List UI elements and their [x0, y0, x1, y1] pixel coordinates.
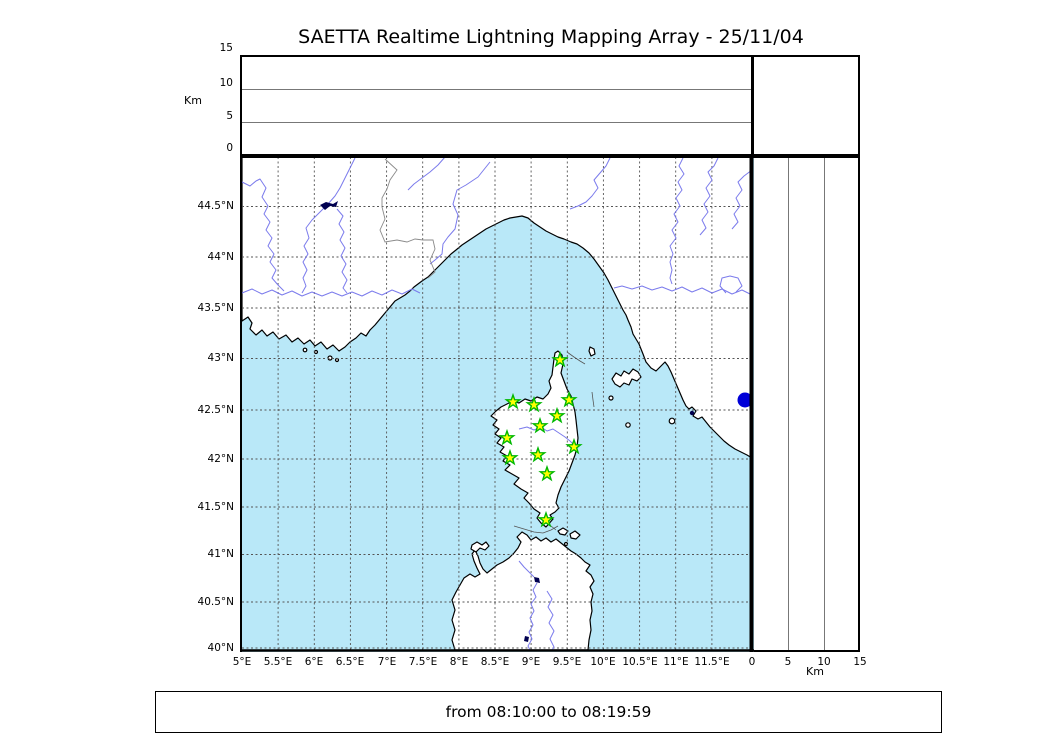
altitude-gridline-5km: [242, 122, 752, 123]
altitude-latitude-panel: [753, 155, 860, 652]
altitude-gridline-5km-vert: [788, 158, 789, 650]
lon-tick-8-5: 8.5°E: [480, 656, 510, 668]
lakes: [320, 201, 695, 642]
lat-tick-41: 41°N: [207, 548, 234, 560]
pianosa-island: [625, 422, 631, 428]
altitude-gridline-10km-vert: [824, 158, 825, 650]
hyeres-islet-1: [302, 347, 308, 353]
altitude-axis-label-top: Km: [184, 94, 202, 107]
corner-panel: [751, 55, 860, 157]
lake-serre-poncon: [320, 201, 338, 210]
lat-tick-42: 42°N: [207, 453, 234, 465]
latlon-grid: [242, 157, 752, 650]
lon-tick-5-5: 5.5°E: [263, 656, 293, 668]
hyeres-islet-3: [327, 355, 333, 361]
hyeres-islet-4: [334, 357, 340, 363]
maddalena-island-2: [569, 530, 581, 540]
lon-tick-7: 7°E: [377, 656, 397, 668]
lon-tick-10: 10°E: [590, 656, 616, 668]
altitude-tick-0: 0: [226, 142, 233, 154]
map-frame: [240, 155, 754, 652]
altitude-longitude-panel: [240, 55, 754, 157]
lon-tick-11: 11°E: [663, 656, 689, 668]
lon-tick-11-5: 11.5°E: [694, 656, 730, 668]
maddalena-island-1: [557, 527, 569, 536]
lat-tick-44-5: 44.5°N: [197, 200, 234, 212]
mainland-coast-france-italy: [241, 156, 753, 459]
capraia-island: [588, 346, 596, 357]
lon-tick-5: 5°E: [232, 656, 252, 668]
lat-tick-44: 44°N: [207, 251, 234, 263]
time-range-box: from 08:10:00 to 08:19:59: [155, 691, 942, 733]
right-km-tick-0: 0: [748, 656, 756, 668]
lat-tick-43: 43°N: [207, 352, 234, 364]
landmasses: [241, 156, 753, 651]
lat-tick-42-5: 42.5°N: [197, 404, 234, 416]
lake-sardinia-2: [524, 636, 529, 642]
lon-tick-9-5: 9.5°E: [552, 656, 582, 668]
lake-bolsena: [737, 392, 753, 408]
montecristo-island: [668, 417, 676, 425]
lake-sardinia-1: [534, 577, 540, 583]
lon-tick-7-5: 7.5°E: [408, 656, 438, 668]
altitude-tick-15: 15: [219, 42, 233, 54]
altitude-tick-10: 10: [219, 77, 233, 89]
altitude-gridline-10km: [242, 89, 752, 90]
lat-tick-40: 40°N: [207, 642, 234, 654]
country-border-france-italy: [379, 158, 436, 279]
asinara-island: [470, 541, 490, 553]
lagoon-orbetello: [689, 410, 695, 416]
altitude-tick-5: 5: [226, 110, 233, 122]
gorgona-island: [608, 395, 614, 401]
lat-tick-43-5: 43.5°N: [197, 302, 234, 314]
right-km-tick-10: 10: [817, 656, 831, 668]
corsica-island: [490, 350, 579, 528]
lon-tick-6: 6°E: [304, 656, 324, 668]
rivers: [241, 156, 753, 651]
figure-title: SAETTA Realtime Lightning Mapping Array …: [298, 26, 804, 48]
altitude-axis-label-right: Km: [806, 665, 824, 678]
lat-tick-41-5: 41.5°N: [197, 501, 234, 513]
lat-tick-40-5: 40.5°N: [197, 596, 234, 608]
elba-island: [611, 368, 642, 388]
lon-tick-8: 8°E: [449, 656, 469, 668]
map-panel: [240, 155, 754, 652]
lon-tick-10-5: 10.5°E: [622, 656, 658, 668]
lon-tick-6-5: 6.5°E: [335, 656, 365, 668]
sardinia-island: [451, 531, 595, 651]
lon-tick-9: 9°E: [521, 656, 541, 668]
time-range-text: from 08:10:00 to 08:19:59: [445, 703, 652, 721]
hyeres-islet-2: [313, 349, 319, 355]
right-km-tick-15: 15: [853, 656, 867, 668]
right-km-tick-5: 5: [784, 656, 792, 668]
